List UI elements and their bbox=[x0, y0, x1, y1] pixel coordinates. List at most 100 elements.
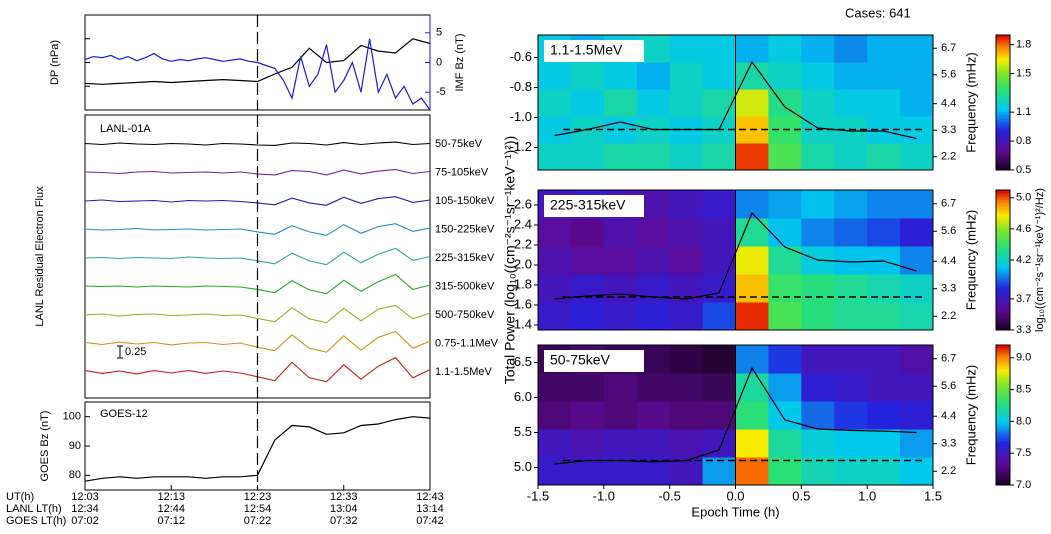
x-tick-label: 07:02 bbox=[71, 515, 99, 527]
series-label: 105-150keV bbox=[435, 195, 495, 207]
y-tick-label: 1.8 bbox=[514, 276, 532, 291]
colorbar-segment bbox=[996, 129, 1010, 133]
heat-cell bbox=[801, 190, 835, 219]
colorbar-segment bbox=[996, 167, 1010, 171]
heat-cell bbox=[570, 274, 605, 303]
colorbar-segment bbox=[996, 359, 1010, 362]
y2-tick-label: 6.7 bbox=[941, 42, 956, 54]
colorbar-segment bbox=[996, 208, 1010, 212]
heat-cell bbox=[669, 302, 704, 331]
colorbar-segment bbox=[996, 468, 1010, 472]
colorbar-segment bbox=[996, 253, 1010, 256]
colorbar-segment bbox=[996, 283, 1010, 287]
colorbar-segment bbox=[996, 118, 1010, 121]
heat-cell bbox=[735, 302, 769, 331]
colorbar-tick-label: 1.5 bbox=[1016, 67, 1031, 79]
colorbar-segment bbox=[996, 426, 1010, 430]
colorbar-segment bbox=[996, 143, 1010, 146]
colorbar-segment bbox=[996, 111, 1010, 115]
heat-cell bbox=[636, 246, 671, 275]
heat-cell bbox=[834, 143, 868, 171]
heat-cell bbox=[768, 143, 802, 171]
x-row-name: LANL LT(h) bbox=[6, 503, 62, 515]
x-tick-label: -0.5 bbox=[658, 488, 680, 503]
colorbar-segment bbox=[996, 391, 1010, 395]
colorbar-segment bbox=[996, 163, 1010, 166]
heat-cell bbox=[669, 35, 704, 63]
y2-axis-label: IMF Bz (nT) bbox=[454, 33, 466, 91]
heat-cell bbox=[603, 62, 638, 90]
heat-cell bbox=[768, 345, 802, 374]
y-tick-label: 1.4 bbox=[514, 316, 532, 331]
heat-cell bbox=[702, 457, 736, 486]
colorbar-segment bbox=[996, 50, 1010, 54]
y2-tick-label: 3.3 bbox=[941, 438, 956, 450]
colorbar-segment bbox=[996, 102, 1010, 106]
colorbar-tick-label: 7.0 bbox=[1016, 479, 1031, 491]
colorbar-segment bbox=[996, 452, 1010, 456]
heat-cell bbox=[867, 190, 901, 219]
colorbar-tick-label: 1.1 bbox=[1016, 106, 1031, 118]
heat-cell bbox=[768, 401, 802, 430]
heat-cell bbox=[834, 345, 868, 374]
colorbar-segment bbox=[996, 361, 1010, 365]
heat-cell bbox=[768, 62, 802, 90]
colorbar-segment bbox=[996, 290, 1010, 294]
series-label: 0.75-1.1MeV bbox=[435, 337, 499, 349]
heat-cell bbox=[834, 401, 868, 430]
heat-cell bbox=[636, 429, 671, 458]
colorbar-segment bbox=[996, 475, 1010, 479]
heat-cell bbox=[867, 302, 901, 331]
heat-cell bbox=[538, 246, 572, 275]
y-tick-label: 2.6 bbox=[514, 196, 532, 211]
panel-title: GOES-12 bbox=[100, 408, 148, 420]
colorbar-segment bbox=[996, 250, 1010, 254]
heat-cell bbox=[538, 62, 572, 90]
colorbar-segment bbox=[996, 288, 1010, 291]
colorbar-segment bbox=[996, 422, 1010, 425]
heat-cell bbox=[570, 246, 605, 275]
colorbar-segment bbox=[996, 229, 1010, 233]
power-line bbox=[554, 211, 917, 300]
colorbar-segment bbox=[996, 436, 1010, 439]
colorbar-tick-label: 3.3 bbox=[1016, 324, 1031, 336]
y2-tick-label: 5.6 bbox=[941, 380, 956, 392]
colorbar-segment bbox=[996, 89, 1010, 92]
colorbar-segment bbox=[996, 136, 1010, 139]
heat-cell bbox=[900, 218, 934, 247]
y2-tick-label: 2.2 bbox=[941, 465, 956, 477]
y2-tick-label: 5 bbox=[436, 27, 442, 39]
colorbar-segment bbox=[996, 213, 1010, 217]
colorbar-segment bbox=[996, 80, 1010, 83]
colorbar-segment bbox=[996, 267, 1010, 270]
x-axis-label: Epoch Time (h) bbox=[691, 504, 779, 519]
y2-tick-label: 6.7 bbox=[941, 198, 956, 210]
y-tick-label: 100 bbox=[63, 411, 81, 423]
colorbar-segment bbox=[996, 349, 1010, 353]
colorbar-segment bbox=[996, 264, 1010, 268]
y-tick-label: -0.8 bbox=[510, 79, 532, 94]
colorbar-segment bbox=[996, 211, 1010, 214]
heat-cell bbox=[801, 274, 835, 303]
colorbar-segment bbox=[996, 271, 1010, 275]
colorbar-segment bbox=[996, 152, 1010, 155]
colorbar-segment bbox=[996, 158, 1010, 162]
scale-bar-label: 0.25 bbox=[125, 346, 146, 358]
y2-tick-label: 3.3 bbox=[941, 283, 956, 295]
y-tick-label: 2.0 bbox=[514, 256, 532, 271]
colorbar-segment bbox=[996, 398, 1010, 402]
heat-cell bbox=[636, 373, 671, 402]
colorbar-segment bbox=[996, 403, 1010, 407]
colorbar-segment bbox=[996, 274, 1010, 277]
series-label: 1.1-1.5MeV bbox=[435, 366, 493, 378]
colorbar-segment bbox=[996, 431, 1010, 435]
heat-cell bbox=[735, 429, 769, 458]
heat-cell bbox=[801, 218, 835, 247]
data-line bbox=[84, 304, 431, 324]
colorbar-segment bbox=[996, 396, 1010, 400]
colorbar-segment bbox=[996, 82, 1010, 85]
y2-tick-label: -5 bbox=[436, 86, 446, 98]
series-label: 75-105keV bbox=[435, 166, 489, 178]
colorbar-segment bbox=[996, 429, 1010, 432]
x-tick-label: 0.0 bbox=[726, 488, 744, 503]
